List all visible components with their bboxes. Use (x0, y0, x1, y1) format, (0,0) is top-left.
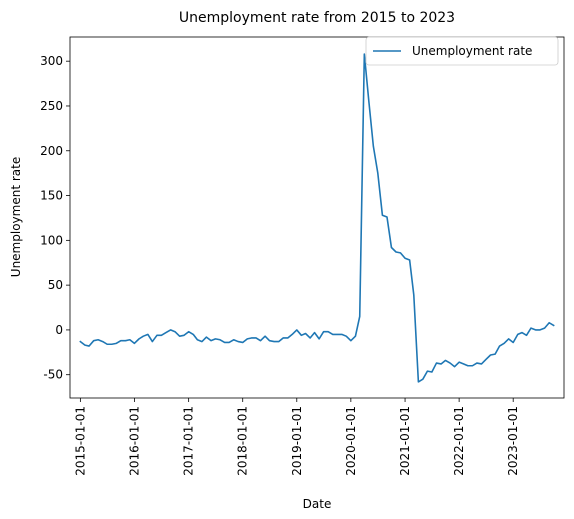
series-line-0 (79, 53, 555, 383)
chart-title: Unemployment rate from 2015 to 2023 (179, 10, 455, 26)
y-tick-label-7: 300 (40, 54, 63, 68)
legend-box (365, 36, 559, 66)
x-tick-label-8: 2023-01-01 (506, 406, 520, 476)
x-tick-label-6: 2021-01-01 (398, 406, 412, 476)
x-tick-label-2: 2017-01-01 (182, 406, 196, 476)
y-tick-label-1: 0 (55, 323, 63, 337)
y-tick-label-0: -50 (43, 368, 63, 382)
x-tick-label-7: 2022-01-01 (452, 406, 466, 476)
x-axis: 2015-01-01 2016-01-01 2017-01-01 2018-01-01… (73, 398, 520, 476)
y-axis-label: Unemployment rate (9, 157, 23, 277)
legend: Unemployment rate (365, 36, 559, 66)
series-layer (79, 53, 555, 383)
x-tick-label-1: 2016-01-01 (127, 406, 141, 476)
y-tick-label-2: 50 (48, 278, 63, 292)
x-axis-label: Date (303, 497, 332, 511)
y-axis: -50 0 50 100 150 200 250 300 (40, 54, 70, 382)
y-tick-label-5: 200 (40, 144, 63, 158)
x-tick-label-0: 2015-01-01 (73, 406, 87, 476)
legend-label-unemployment-rate: Unemployment rate (412, 44, 532, 58)
x-tick-label-5: 2020-01-01 (344, 406, 358, 476)
y-tick-label-6: 250 (40, 99, 63, 113)
plot-area (70, 37, 564, 398)
x-tick-label-3: 2018-01-01 (236, 406, 250, 476)
x-tick-label-4: 2019-01-01 (290, 406, 304, 476)
plot-frame (69, 36, 565, 399)
y-tick-label-4: 150 (40, 189, 63, 203)
y-tick-label-3: 100 (40, 233, 63, 247)
